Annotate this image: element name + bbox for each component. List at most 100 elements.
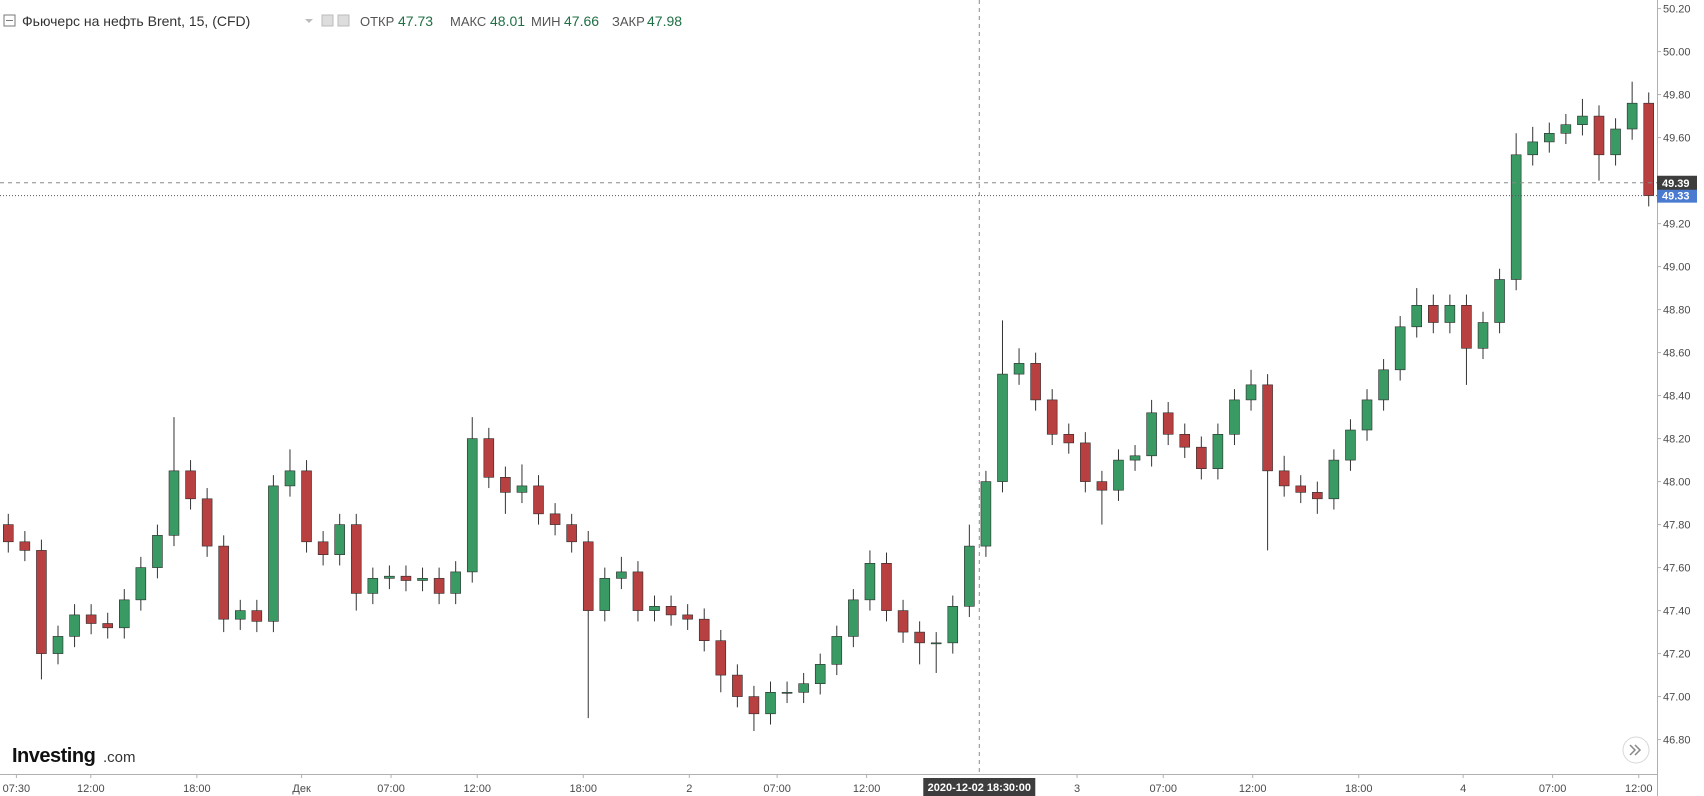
candle-body xyxy=(682,614,693,620)
candle-body xyxy=(964,545,975,607)
y-tick-label: 47.00 xyxy=(1663,692,1691,704)
stat-value: 48.01 xyxy=(490,13,525,29)
candle-body xyxy=(715,640,727,676)
y-tick-label: 49.80 xyxy=(1663,90,1691,102)
candle-body xyxy=(251,610,263,622)
crosshair-x-tag xyxy=(923,778,1036,796)
candle-body xyxy=(599,578,611,611)
y-tick-label: 49.00 xyxy=(1663,262,1691,274)
logo: Investing .com xyxy=(12,745,136,767)
candle-body xyxy=(367,578,379,594)
candle-body xyxy=(1444,304,1456,323)
candle-body xyxy=(1494,279,1505,323)
stat-value: 47.66 xyxy=(564,13,599,29)
stat-label: МИН xyxy=(531,14,561,29)
x-tick-label: 12:00 xyxy=(463,783,491,795)
candle-body xyxy=(201,498,213,547)
candle-body xyxy=(1096,481,1108,491)
candle-body xyxy=(69,614,80,637)
candle-body xyxy=(1428,304,1439,323)
candle-body xyxy=(1278,470,1290,487)
y-tick-label: 48.00 xyxy=(1663,477,1691,489)
stat-value: 47.98 xyxy=(647,13,682,29)
dropdown-arrow[interactable] xyxy=(305,19,313,23)
candle-body xyxy=(1080,442,1091,482)
candle-body xyxy=(781,691,793,694)
candle-body xyxy=(268,485,279,622)
x-tick-label: 12:00 xyxy=(853,783,881,795)
candle-body xyxy=(566,524,577,543)
candle-body xyxy=(433,578,445,594)
candle-body xyxy=(732,674,743,697)
candle-body xyxy=(1179,433,1191,448)
x-tick-label: 07:00 xyxy=(377,783,405,795)
scroll-forward-icon xyxy=(1629,744,1642,756)
x-tick-label: 07:30 xyxy=(3,783,31,795)
candle-body xyxy=(1162,412,1174,435)
candle-body xyxy=(1245,384,1257,401)
candle-body xyxy=(1544,133,1555,143)
candle-body xyxy=(533,485,544,515)
candle-body xyxy=(234,610,246,620)
candle-body xyxy=(1328,459,1340,500)
candle-body xyxy=(881,562,892,611)
collapse-icon[interactable] xyxy=(3,14,16,27)
x-tick-label: 07:00 xyxy=(763,783,791,795)
candle-body xyxy=(616,571,627,579)
y-tick-label: 47.20 xyxy=(1663,649,1691,661)
candle-body xyxy=(3,524,14,543)
candle-body xyxy=(1196,446,1207,470)
candle-body xyxy=(1527,141,1538,156)
candle-body xyxy=(168,470,180,536)
candle-body xyxy=(1510,154,1522,280)
candle-body xyxy=(1046,399,1058,435)
candle-body xyxy=(1378,369,1389,401)
candle-body xyxy=(417,578,428,581)
candle-body xyxy=(284,470,296,487)
settings-icon[interactable] xyxy=(321,14,334,27)
candle-body xyxy=(649,605,660,611)
candle-body xyxy=(582,541,594,611)
candle-body xyxy=(500,476,511,493)
y-tick-label: 49.60 xyxy=(1663,133,1691,145)
candle-body xyxy=(1113,459,1124,491)
crosshair-x-label: 2020-12-02 18:30:00 xyxy=(928,782,1031,794)
y-tick-label: 46.80 xyxy=(1663,735,1691,747)
candle-body xyxy=(135,567,147,601)
candle-body xyxy=(914,631,925,644)
x-tick-label: 12:00 xyxy=(77,783,105,795)
candle-body xyxy=(301,470,312,543)
candle-body xyxy=(1229,399,1240,435)
last-price-label: 49.33 xyxy=(1662,191,1690,203)
candle-body xyxy=(102,623,113,629)
candle-body xyxy=(350,524,362,594)
candle-body xyxy=(549,513,561,525)
candle-body xyxy=(748,696,760,715)
candle-body xyxy=(119,599,130,629)
stat-label: ЗАКР xyxy=(612,14,645,29)
crosshair-y-label: 49.39 xyxy=(1662,178,1690,190)
x-tick-label: 18:00 xyxy=(1345,783,1373,795)
candle-body xyxy=(1146,412,1157,457)
candle-body xyxy=(798,683,809,693)
y-tick-label: 50.00 xyxy=(1663,47,1691,59)
y-tick-label: 50.20 xyxy=(1663,4,1691,16)
candle-body xyxy=(516,485,528,493)
x-tick-label: 12:00 xyxy=(1625,783,1653,795)
x-tick-label: 12:00 xyxy=(1239,783,1267,795)
x-tick-label: 3 xyxy=(1074,783,1080,795)
candle-body xyxy=(334,524,345,555)
candle-body xyxy=(930,642,942,645)
candle-body xyxy=(1411,304,1423,328)
settings-icon[interactable] xyxy=(337,14,350,27)
candle-body xyxy=(19,541,31,551)
candle-body xyxy=(997,373,1008,482)
candle-body xyxy=(1593,115,1605,156)
candle-body xyxy=(1312,492,1323,500)
stat-value: 47.73 xyxy=(398,13,433,29)
header: Фьючерс на нефть Brent, 15, (CFD) ОТКР 4… xyxy=(3,13,682,29)
candle-body xyxy=(218,545,229,620)
candle-body xyxy=(1461,304,1472,349)
candle-body xyxy=(1295,485,1307,493)
